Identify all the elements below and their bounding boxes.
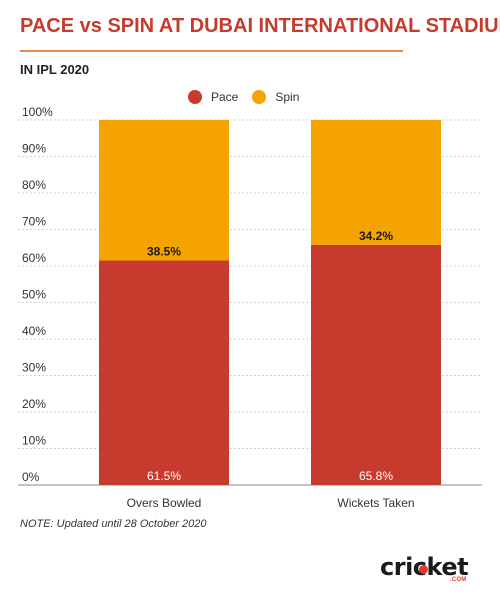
y-tick-label: 40% [22,324,46,338]
logo-dot [419,565,428,574]
title-underline [20,50,403,52]
bar-pace-2 [311,244,441,485]
data-label-pace-1: 61.5% [147,469,181,483]
legend-item-pace: Pace [188,90,238,104]
y-tick-label: 100% [22,105,53,119]
y-tick-label: 0% [22,470,40,484]
y-tick-label: 70% [22,215,46,229]
data-label-pace-2: 65.8% [359,469,393,483]
y-tick-label: 50% [22,288,46,302]
x-tick-label: Wickets Taken [337,496,414,510]
chart-subtitle: IN IPL 2020 [20,62,90,77]
chart-title: PACE vs SPIN AT DUBAI INTERNATIONAL STAD… [20,15,500,37]
y-tick-label: 80% [22,178,46,192]
cricket-com-logo: cricket .COM [380,555,470,585]
legend-swatch-spin [252,90,267,104]
legend: Pace Spin [188,88,313,106]
bar-pace-1 [99,260,229,485]
y-tick-label: 20% [22,397,46,411]
y-tick-label: 10% [22,434,46,448]
y-tick-label: 30% [22,361,46,375]
legend-item-spin: Spin [252,90,299,104]
legend-label-spin: Spin [275,90,300,104]
bar-spin-1 [99,120,229,261]
legend-label-pace: Pace [211,90,239,104]
footnote: NOTE: Updated until 28 October 2020 [20,518,207,530]
logo-suffix: .COM [450,577,467,583]
y-tick-label: 60% [22,251,46,265]
legend-swatch-pace [188,90,202,104]
data-label-spin-1: 38.5% [147,245,181,259]
data-label-spin-2: 34.2% [359,229,393,243]
x-tick-label: Overs Bowled [127,496,202,510]
y-tick-label: 90% [22,142,46,156]
bar-spin-2 [311,120,441,245]
